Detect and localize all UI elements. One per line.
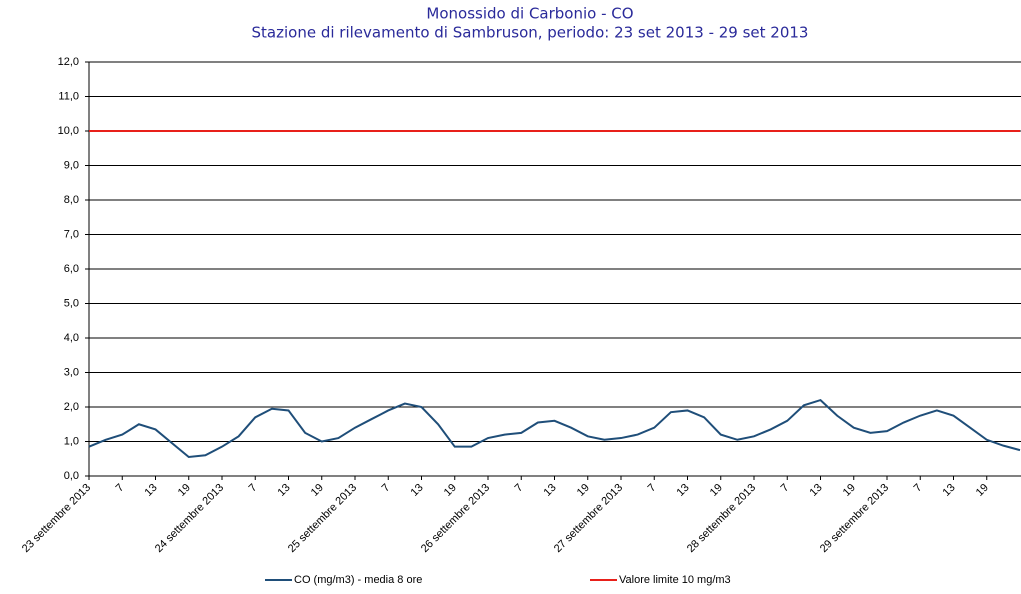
y-tick-label: 10,0 [58,125,79,137]
x-tick-label: 19 [841,482,858,499]
x-tick-label: 13 [542,482,559,499]
y-tick-label: 2,0 [64,401,79,413]
x-tick-label: 13 [276,482,293,499]
chart-subtitle: Stazione di rilevamento di Sambruson, pe… [252,24,809,42]
y-tick-label: 5,0 [64,297,79,309]
x-tick-label: 7 [646,482,659,495]
x-tick-label: 19 [176,482,193,499]
x-tick-label: 13 [808,482,825,499]
legend-item: Valore limite 10 mg/m3 [590,574,731,586]
x-tick-label: 13 [409,482,426,499]
y-tick-label: 9,0 [64,159,79,171]
x-tick-label: 7 [247,482,260,495]
chart-title: Monossido di Carbonio - CO [426,5,633,23]
x-tick-label: 19 [974,482,991,499]
y-tick-label: 7,0 [64,228,79,240]
x-tick-label: 23 settembre 2013 [20,482,93,555]
x-tick-label: 19 [442,482,459,499]
x-tick-label: 7 [380,482,393,495]
y-tick-label: 1,0 [64,435,79,447]
y-tick-label: 0,0 [64,470,79,482]
y-tick-label: 4,0 [64,332,79,344]
x-tick-label: 7 [779,482,792,495]
legend-item: CO (mg/m3) - media 8 ore [265,574,422,586]
x-tick-label: 13 [675,482,692,499]
x-tick-label: 13 [941,482,958,499]
y-tick-label: 3,0 [64,366,79,378]
y-tick-label: 6,0 [64,263,79,275]
x-tick-label: 7 [513,482,526,495]
y-tick-label: 12,0 [58,56,79,68]
x-tick-label: 7 [114,482,127,495]
x-tick-label: 13 [143,482,160,499]
legend-label: CO (mg/m3) - media 8 ore [294,574,422,586]
x-tick-label: 19 [708,482,725,499]
x-tick-label: 7 [912,482,925,495]
legend-label: Valore limite 10 mg/m3 [619,574,731,586]
series-line [88,398,1021,459]
x-tick-label: 19 [575,482,592,499]
y-tick-label: 11,0 [58,90,79,102]
x-tick-label: 19 [309,482,326,499]
y-tick-label: 8,0 [64,194,79,206]
